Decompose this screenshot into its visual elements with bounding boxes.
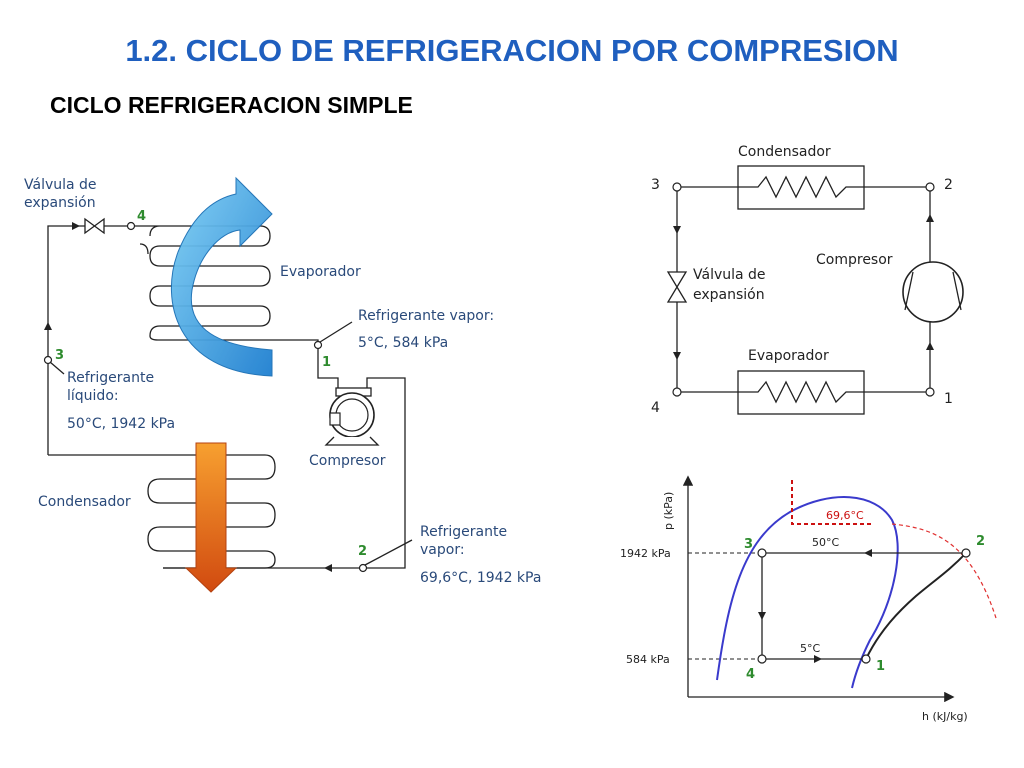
ph-diagram: p (kPa) h (kJ/kg) 1942 kPa 584 kPa 69,6°… bbox=[620, 475, 997, 723]
schematic-cycle: Condensador Compresor Válvula de expansi… bbox=[651, 144, 964, 416]
evaporator-label: Evaporador bbox=[280, 264, 361, 280]
vapor-out-label-line1: Refrigerante bbox=[420, 524, 507, 540]
liquid-label-line2: líquido: bbox=[67, 388, 119, 404]
schematic-point-1: 1 bbox=[944, 391, 953, 407]
vapor-in-label-line1: Refrigerante vapor: bbox=[358, 308, 494, 324]
ph-point-4: 4 bbox=[746, 667, 755, 682]
vapor-in-label-line2: 5°C, 584 kPa bbox=[358, 335, 448, 351]
page-subtitle: CICLO REFRIGERACION SIMPLE bbox=[50, 92, 413, 118]
condenser-heat-arrow bbox=[184, 442, 238, 593]
point-1-label: 1 bbox=[322, 355, 331, 370]
condenser-coil bbox=[48, 454, 276, 569]
expansion-valve-icon bbox=[84, 217, 105, 235]
schematic-evaporator-label: Evaporador bbox=[748, 348, 829, 364]
schematic-condenser-label: Condensador bbox=[738, 144, 831, 160]
schematic-compressor-icon bbox=[902, 261, 964, 323]
valve-label-line2: expansión bbox=[24, 195, 96, 211]
ph-point-1: 1 bbox=[876, 659, 885, 674]
evaporator-heat-arrow bbox=[171, 176, 273, 377]
point-2-marker bbox=[358, 563, 368, 573]
saturation-dome bbox=[716, 496, 899, 689]
liquid-label-line3: 50°C, 1942 kPa bbox=[67, 416, 175, 432]
evaporator-coil bbox=[128, 225, 271, 337]
point-2-label: 2 bbox=[358, 544, 367, 559]
ph-p-low-label: 584 kPa bbox=[626, 653, 670, 666]
schematic-valve-label-line1: Válvula de bbox=[693, 267, 766, 283]
point-3-label: 3 bbox=[55, 348, 64, 363]
schematic-condenser bbox=[737, 165, 865, 210]
compressor-icon bbox=[324, 387, 380, 446]
ph-p-high-label: 1942 kPa bbox=[620, 547, 671, 560]
schematic-valve-label-line2: expansión bbox=[693, 287, 765, 303]
point-4-label: 4 bbox=[137, 209, 146, 224]
point-1-marker bbox=[313, 340, 323, 350]
ph-y-axis-label: p (kPa) bbox=[662, 492, 675, 530]
schematic-valve-icon bbox=[666, 271, 688, 303]
ph-cond-temp: 50°C bbox=[812, 536, 839, 549]
ph-evap-temp: 5°C bbox=[800, 642, 820, 655]
liquid-label-line1: Refrigerante bbox=[67, 370, 154, 386]
schematic-point-4: 4 bbox=[651, 400, 660, 416]
schematic-point-3: 3 bbox=[651, 177, 660, 193]
schematic-compressor-label: Compresor bbox=[816, 252, 893, 268]
compressor-label: Compresor bbox=[309, 453, 386, 469]
ph-point-3: 3 bbox=[744, 537, 753, 552]
point-3-marker bbox=[43, 355, 53, 365]
ph-discharge-temp: 69,6°C bbox=[826, 509, 864, 522]
vapor-out-label-line2: vapor: bbox=[420, 542, 465, 558]
pictorial-cycle: Válvula de expansión 4 Evaporador Refrig… bbox=[24, 176, 541, 593]
page-title: 1.2. CICLO DE REFRIGERACION POR COMPRESI… bbox=[125, 33, 899, 68]
condenser-label: Condensador bbox=[38, 494, 131, 510]
ph-x-axis-label: h (kJ/kg) bbox=[922, 710, 968, 723]
ph-point-2: 2 bbox=[976, 534, 985, 549]
schematic-point-2: 2 bbox=[944, 177, 953, 193]
valve-label-line1: Válvula de bbox=[24, 177, 97, 193]
point-4-marker bbox=[126, 221, 136, 231]
discharge-temp-marker bbox=[791, 480, 872, 525]
vapor-out-label-line3: 69,6°C, 1942 kPa bbox=[420, 570, 541, 586]
